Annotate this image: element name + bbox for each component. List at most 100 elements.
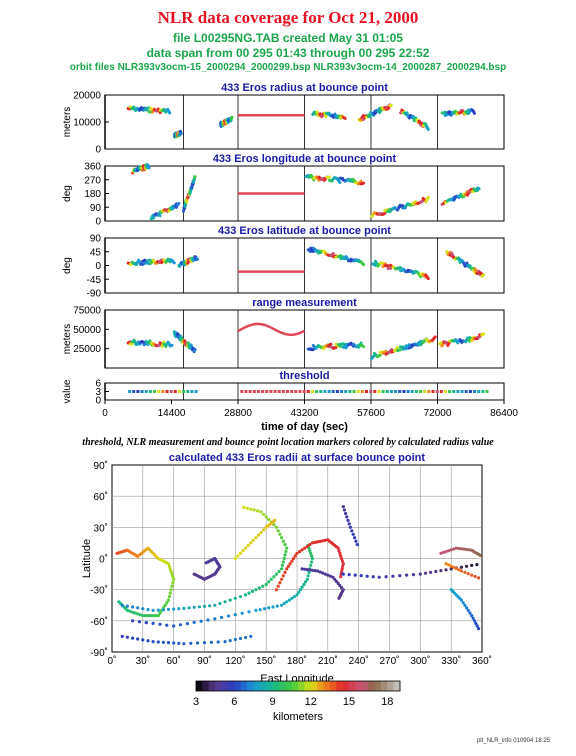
data-trace-segment xyxy=(387,348,394,354)
bounce-track xyxy=(120,634,253,646)
data-trace-segment xyxy=(375,353,382,359)
panel-1: 433 Eros longitude at bounce point deg 0 90… xyxy=(62,153,505,228)
data-trace-segment xyxy=(398,204,405,208)
colorbar-swatch xyxy=(227,681,235,691)
data-trace-segment xyxy=(334,114,340,119)
data-trace-segment xyxy=(189,258,193,264)
bounce-point xyxy=(271,605,275,609)
data-trace-segment xyxy=(173,204,178,209)
y-tick-label: 45 xyxy=(90,247,102,258)
bounce-point xyxy=(272,575,276,579)
threshold-marker xyxy=(435,390,439,393)
threshold-marker xyxy=(389,390,393,393)
bounce-point xyxy=(259,530,263,535)
threshold-marker xyxy=(385,390,389,393)
data-trace-segment xyxy=(453,109,459,114)
threshold-marker xyxy=(468,390,472,393)
bounce-point xyxy=(454,566,458,571)
bounce-point xyxy=(218,601,222,606)
threshold-marker xyxy=(194,390,198,393)
x-tick-label: 270˚ xyxy=(379,655,399,667)
colorbar-swatch xyxy=(317,681,325,691)
data-trace-segment xyxy=(469,187,474,192)
y-tick-label: 25000 xyxy=(73,344,101,355)
page-title: NLR data coverage for Oct 21, 2000 xyxy=(157,8,419,27)
bounce-point xyxy=(259,510,263,514)
bounce-point xyxy=(146,608,150,612)
bounce-point xyxy=(465,564,469,568)
bounce-point xyxy=(182,606,186,611)
threshold-marker xyxy=(273,390,277,393)
data-trace-segment xyxy=(142,342,148,347)
threshold-marker xyxy=(277,390,281,393)
data-trace-segment xyxy=(141,258,147,263)
bounce-point xyxy=(302,582,306,587)
bounce-point xyxy=(470,573,474,577)
bounce-point xyxy=(233,637,237,642)
panel-title: range measurement xyxy=(252,297,357,309)
bounce-point xyxy=(340,567,344,571)
bounce-track xyxy=(300,567,345,600)
bounce-point xyxy=(286,564,290,568)
data-trace-segment xyxy=(339,255,345,261)
bounce-point xyxy=(117,600,121,604)
data-trace-segment xyxy=(480,332,486,337)
bounce-point xyxy=(355,543,359,547)
threshold-marker xyxy=(352,390,356,393)
bounce-point xyxy=(256,533,261,537)
bounce-point xyxy=(156,640,160,644)
x-tick-label: 180˚ xyxy=(287,655,307,667)
threshold-marker xyxy=(153,390,156,393)
x-tick-label: 90˚ xyxy=(197,655,211,667)
bounce-point xyxy=(241,549,245,553)
threshold-marker xyxy=(302,390,306,393)
threshold-marker xyxy=(377,390,381,393)
bounce-point xyxy=(245,506,249,510)
bounce-point xyxy=(341,505,345,509)
threshold-marker xyxy=(265,390,269,393)
x-tick-label: 57600 xyxy=(357,408,385,419)
panel-title: threshold xyxy=(279,370,329,382)
y-tick-label: 30˚ xyxy=(94,522,108,534)
y-tick-label: 90 xyxy=(90,234,102,245)
bounce-point xyxy=(452,547,456,551)
bounce-point xyxy=(233,613,237,617)
data-trace-segment xyxy=(147,258,153,263)
data-trace-segment xyxy=(321,249,328,254)
colorbar-swatch xyxy=(361,681,369,691)
file-info: file L00295NG.TAB created May 31 01:05 xyxy=(173,31,403,45)
colorbar-tick-label: 18 xyxy=(381,696,393,708)
bounce-point xyxy=(285,567,289,571)
data-trace-segment xyxy=(449,112,454,117)
map-title: calculated 433 Eros radii at surface bou… xyxy=(169,452,425,464)
bounce-point xyxy=(477,627,481,631)
bounce-point xyxy=(169,569,173,574)
bounce-point xyxy=(449,548,453,552)
bounce-point xyxy=(202,604,207,608)
threshold-marker xyxy=(360,390,364,393)
bounce-point xyxy=(321,539,325,543)
bounce-point xyxy=(463,570,467,575)
data-trace-segment xyxy=(475,186,481,191)
bounce-point xyxy=(281,560,285,564)
bounce-point xyxy=(288,562,292,566)
threshold-marker xyxy=(252,390,256,393)
bounce-point xyxy=(323,572,327,576)
colorbar-swatch xyxy=(215,681,223,691)
bounce-point xyxy=(156,608,160,612)
bounce-point xyxy=(252,508,256,512)
bounce-point xyxy=(466,572,470,576)
bounce-point xyxy=(261,584,265,588)
data-trace-segment xyxy=(371,262,377,267)
bounce-track xyxy=(120,505,289,613)
bounce-point xyxy=(158,622,162,626)
bounce-point xyxy=(196,641,200,645)
data-trace-segment xyxy=(342,116,347,120)
y-tick-label: 360 xyxy=(84,162,101,173)
bounce-point xyxy=(254,608,258,613)
colorbar-swatch xyxy=(272,681,280,691)
x-tick-label: 0 xyxy=(102,408,108,419)
data-trace-segment xyxy=(404,343,411,351)
x-tick-label: 330˚ xyxy=(441,655,461,667)
bounce-point xyxy=(199,619,203,623)
